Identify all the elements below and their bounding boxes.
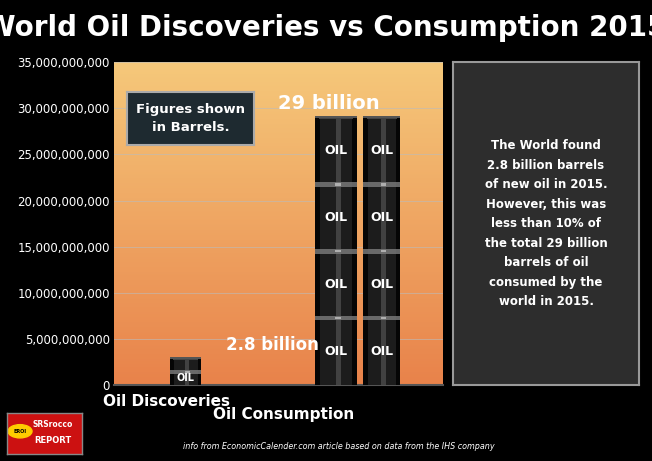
Text: info from EconomicCalender.com article based on data from the IHS company: info from EconomicCalender.com article b… bbox=[183, 442, 495, 451]
Text: OIL: OIL bbox=[370, 278, 393, 291]
Text: OIL: OIL bbox=[325, 144, 348, 158]
Text: OIL: OIL bbox=[325, 345, 348, 358]
Text: OIL: OIL bbox=[177, 373, 195, 384]
Text: The World found
2.8 billion barrels
of new oil in 2015.
However, this was
less t: The World found 2.8 billion barrels of n… bbox=[484, 139, 608, 308]
Text: 2.8 billion: 2.8 billion bbox=[226, 336, 319, 354]
Text: OIL: OIL bbox=[370, 211, 393, 225]
Text: OIL: OIL bbox=[325, 211, 348, 225]
Text: SRSrocco: SRSrocco bbox=[33, 420, 73, 429]
Text: OIL: OIL bbox=[370, 144, 393, 158]
Text: World Oil Discoveries vs Consumption 2015: World Oil Discoveries vs Consumption 201… bbox=[0, 14, 652, 42]
Text: OIL: OIL bbox=[325, 278, 348, 291]
Text: EROI: EROI bbox=[14, 429, 27, 434]
Text: Figures shown
in Barrels.: Figures shown in Barrels. bbox=[136, 103, 245, 134]
Text: 29 billion: 29 billion bbox=[278, 94, 379, 112]
Text: OIL: OIL bbox=[370, 345, 393, 358]
Text: Oil Consumption: Oil Consumption bbox=[213, 408, 354, 422]
Text: Oil Discoveries: Oil Discoveries bbox=[103, 394, 230, 408]
Text: REPORT: REPORT bbox=[35, 436, 72, 445]
Circle shape bbox=[8, 425, 32, 438]
